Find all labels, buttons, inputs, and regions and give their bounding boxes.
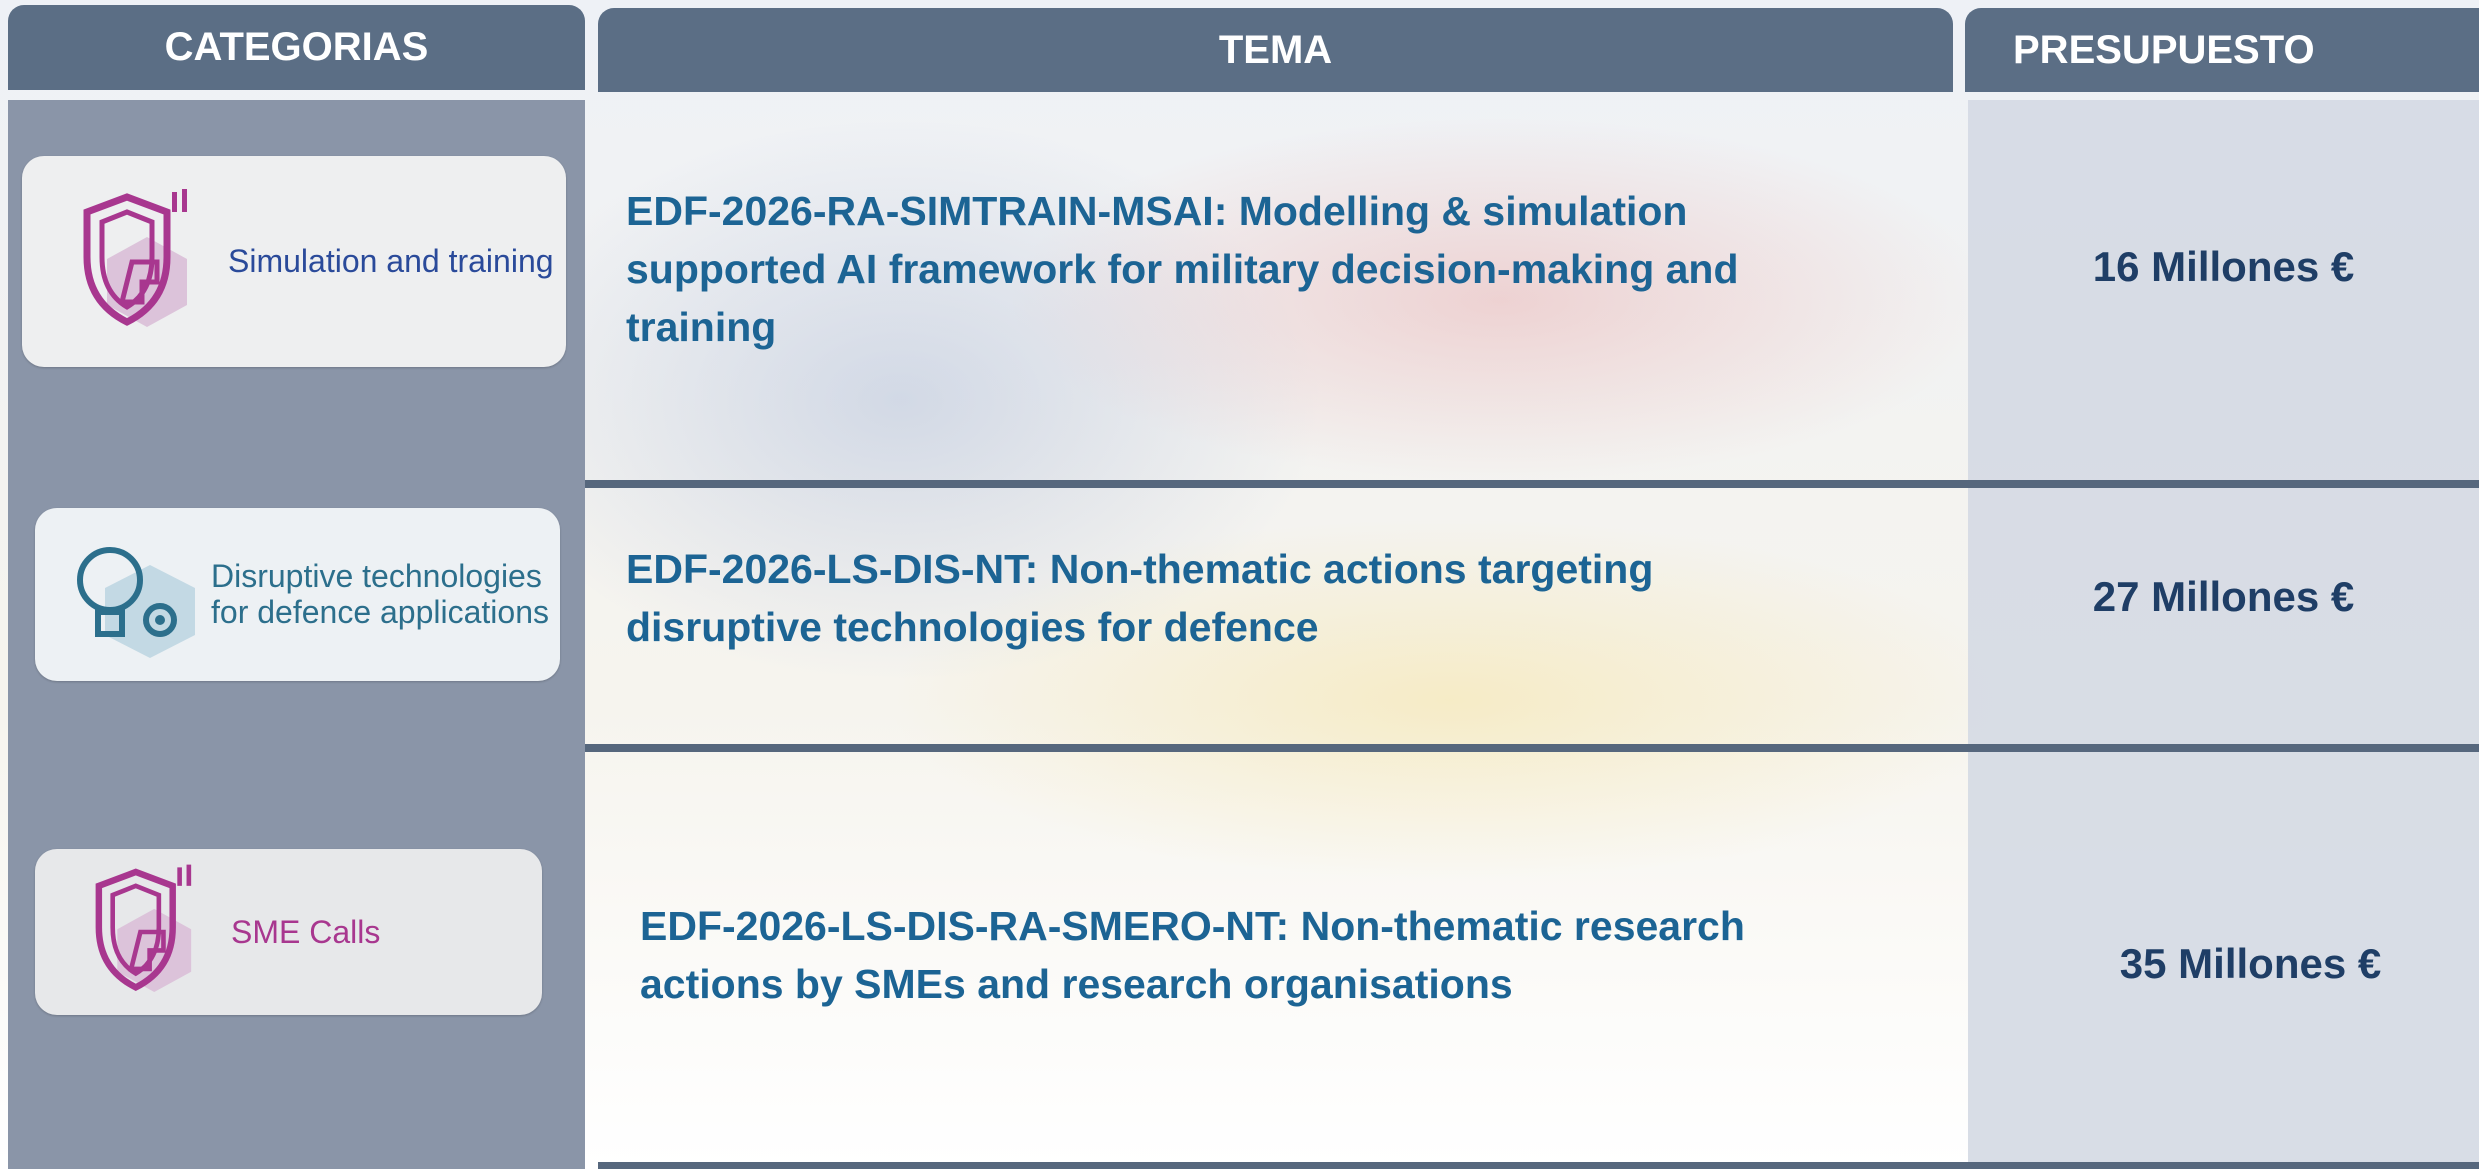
icon [77,546,195,658]
category-label: Simulation and training [228,243,554,280]
icon [83,188,187,327]
row-divider [585,480,2479,488]
category-label: SME Calls [231,913,381,950]
budget-column [1968,100,2479,1169]
row-divider [598,1162,2479,1169]
icon [95,864,192,992]
budget-text: 16 Millones € [2092,243,2355,290]
tema-text: EDF-2026-RA-SIMTRAIN-MSAI: Modelling & s… [626,188,1739,350]
tema-text: EDF-2026-LS-DIS-RA-SMERO-NT: Non-themati… [640,903,1745,1007]
budget-text: 35 Millones € [2119,940,2382,987]
header-tema: TEMA [598,8,1953,92]
row-divider [585,744,2479,752]
tema-text: EDF-2026-LS-DIS-NT: Non-thematic actions… [626,546,1654,650]
header-categorias: CATEGORIAS [8,5,585,90]
category-card: SME Calls [35,849,542,1015]
header-presupuesto: PRESUPUESTO [1965,8,2479,92]
category-card: Disruptive technologies for defence appl… [35,508,560,681]
category-label: Disruptive technologies for defence appl… [211,558,549,630]
budget-text: 27 Millones € [2092,573,2355,620]
category-card: Simulation and training [22,156,566,367]
